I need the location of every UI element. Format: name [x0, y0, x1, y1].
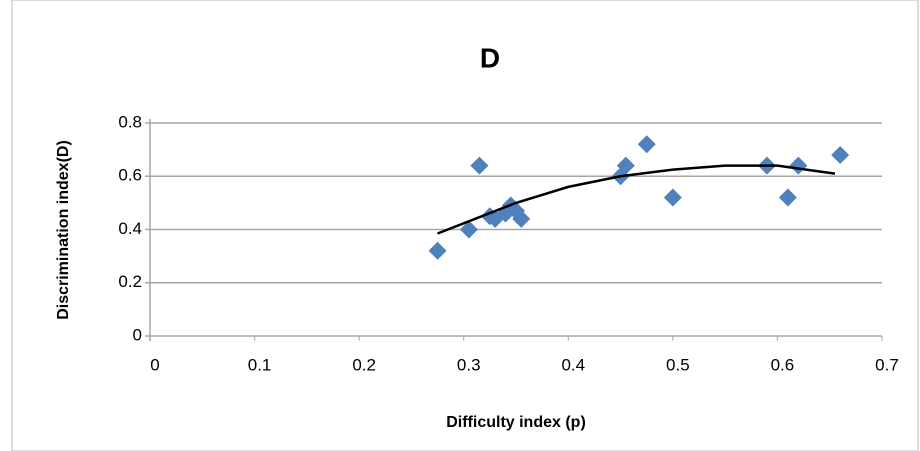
- point: [428, 241, 447, 260]
- trendline: [437, 164, 836, 235]
- chart-title: D: [480, 42, 500, 73]
- point: [778, 188, 797, 207]
- x-tick-label: 0.5: [666, 355, 690, 374]
- point: [512, 209, 531, 228]
- x-tick-label: 0.2: [352, 355, 376, 374]
- y-tick-label: 0.2: [118, 272, 142, 291]
- y-axis-label: Discrimination index(D): [55, 140, 72, 320]
- point: [637, 135, 656, 154]
- x-axis-label: Difficulty index (p): [446, 414, 586, 431]
- x-tick-label: 0.3: [457, 355, 481, 374]
- x-tick-label: 0.4: [561, 355, 585, 374]
- point: [459, 220, 478, 239]
- x-tick-label: 0.6: [771, 355, 795, 374]
- point: [616, 156, 635, 175]
- y-tick-label: 0.4: [118, 219, 142, 238]
- y-tick-label: 0.8: [118, 112, 142, 131]
- x-tick-label: 0.7: [875, 355, 899, 374]
- y-tick-label: 0: [133, 325, 142, 344]
- x-tick-label: 0: [150, 355, 159, 374]
- x-tick-label: 0.1: [248, 355, 272, 374]
- point: [663, 188, 682, 207]
- point: [831, 145, 850, 164]
- point: [470, 156, 489, 175]
- y-tick-label: 0.6: [118, 166, 142, 185]
